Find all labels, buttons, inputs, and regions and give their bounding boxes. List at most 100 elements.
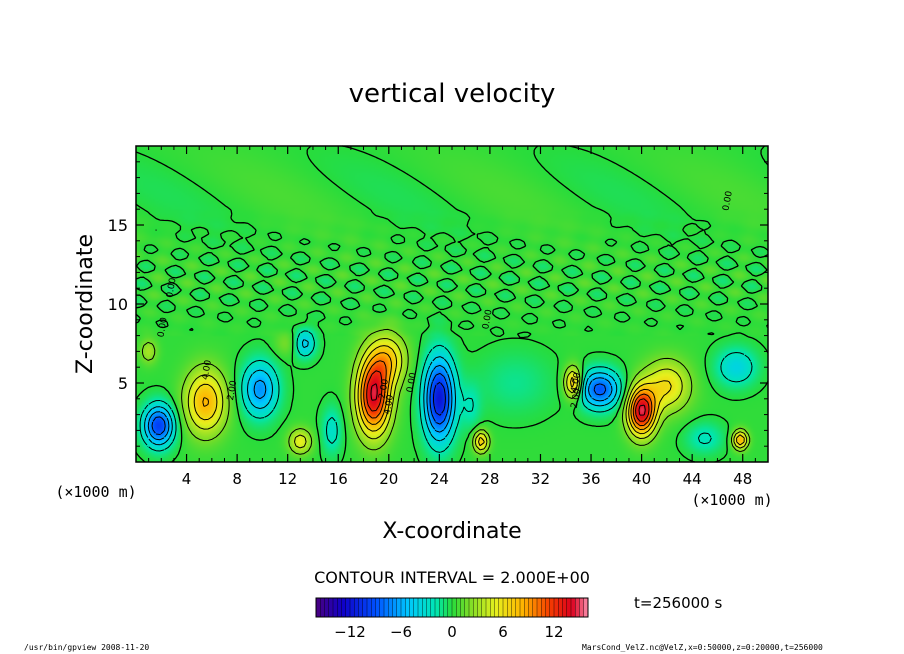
- colorbar-bin: [413, 598, 419, 617]
- contour-level: [370, 383, 646, 416]
- x-tick-label: 44: [683, 470, 702, 488]
- colorbar-bin: [333, 598, 338, 617]
- colorbar-bin: [541, 598, 546, 617]
- colorbar-bin: [362, 598, 368, 617]
- y-tick-label: 15: [108, 216, 128, 235]
- colorbar: [316, 598, 589, 617]
- colorbar-bin: [337, 598, 342, 617]
- colorbar-bin: [537, 598, 542, 617]
- colorbar-bin: [515, 598, 521, 617]
- colorbar-bin: [354, 598, 359, 617]
- colorbar-tick-label: −12: [334, 623, 366, 641]
- colorbar-bin: [350, 598, 355, 617]
- colorbar-bin: [426, 598, 432, 617]
- colorbar-tick-label: 12: [544, 623, 563, 641]
- colorbar-bin: [554, 598, 559, 617]
- contour-label: 4.00: [570, 372, 583, 394]
- colorbar-bin: [566, 598, 572, 617]
- contour-level: [433, 381, 446, 416]
- contour-label: 2.00: [570, 387, 583, 409]
- colorbar-bin: [341, 598, 347, 617]
- colorbar-bin: [520, 598, 525, 617]
- x-unit-left: (×1000 m): [55, 483, 136, 501]
- colorbar-bin: [388, 598, 393, 617]
- x-axis-label: X-coordinate: [382, 519, 521, 544]
- colorbar-bin: [443, 598, 449, 617]
- colorbar-bin: [379, 598, 385, 617]
- colorbar-bin: [473, 598, 478, 617]
- contour-label: 2.00: [378, 378, 391, 400]
- contour-level: [187, 338, 748, 451]
- contour-label: 4.00: [383, 394, 396, 416]
- colorbar-bin: [545, 598, 551, 617]
- colorbar-bin: [528, 598, 534, 617]
- colorbar-bin: [384, 598, 389, 617]
- contour-label: 2.00: [226, 380, 239, 402]
- colorbar-bin: [316, 598, 321, 617]
- x-tick-label: 8: [232, 470, 242, 488]
- contour-label: 0.00: [156, 316, 169, 338]
- colorbar-bin: [571, 598, 576, 617]
- colorbar-bin: [401, 598, 406, 617]
- contour-level: [139, 330, 753, 453]
- colorbar-bin: [405, 598, 410, 617]
- colorbar-bin: [396, 598, 402, 617]
- colorbar-bin: [371, 598, 376, 617]
- contour-level: [135, 145, 769, 463]
- colorbar-bin: [447, 598, 453, 617]
- contour-level: [147, 364, 613, 441]
- contour-level: [151, 372, 607, 435]
- contour-lines: [135, 145, 769, 463]
- y-tick-label: 10: [108, 295, 128, 314]
- colorbar-bin: [464, 598, 470, 617]
- colorbar-frame: [315, 597, 589, 618]
- x-tick-label: 36: [581, 470, 600, 488]
- footer-left: /usr/bin/gpview 2008-11-20: [24, 643, 149, 652]
- colorbar-bin: [392, 598, 398, 617]
- colorbar-bin: [460, 598, 466, 617]
- colorbar-bin: [430, 598, 436, 617]
- x-tick-label: 12: [278, 470, 297, 488]
- colorbar-bin: [375, 598, 381, 617]
- footer-right: MarsCond_VelZ.nc@VelZ,x=0:50000,z=0:2000…: [582, 643, 823, 652]
- colorbar-tick-label: 6: [498, 623, 508, 641]
- colorbar-bin: [507, 598, 512, 617]
- colorbar-bin: [328, 598, 334, 617]
- time-label: t=256000 s: [634, 594, 722, 612]
- colorbar-bin: [452, 598, 457, 617]
- colorbar-bin: [490, 598, 495, 617]
- x-unit-right: (×1000 m): [691, 491, 772, 509]
- colorbar-bin: [498, 598, 504, 617]
- colorbar-bin: [583, 598, 589, 617]
- colorbar-bin: [562, 598, 568, 617]
- contour-level: [366, 370, 650, 422]
- colorbar-bin: [367, 598, 372, 617]
- contour-label: 0.00: [721, 190, 734, 212]
- chart-title: vertical velocity: [349, 79, 556, 109]
- contour-interval-text: CONTOUR INTERVAL = 2.000E+00: [314, 568, 590, 587]
- contour-label: 0.00: [165, 277, 178, 299]
- contour-level: [193, 345, 745, 447]
- x-tick-label: 16: [329, 470, 348, 488]
- colorbar-bin: [575, 598, 580, 617]
- x-tick-label: 24: [430, 470, 449, 488]
- x-tick-label: 4: [182, 470, 192, 488]
- colorbar-bin: [435, 598, 440, 617]
- colorbar-bin: [579, 598, 585, 617]
- colorbar-bin: [469, 598, 474, 617]
- colorbar-bin: [532, 598, 538, 617]
- colorbar-bin: [477, 598, 483, 617]
- contour-label: 4.00: [201, 359, 214, 381]
- x-tick-label: 48: [733, 470, 752, 488]
- contour-level: [202, 352, 656, 430]
- colorbar-tick-label: 0: [447, 623, 457, 641]
- colorbar-bin: [524, 598, 529, 617]
- colorbar-bin: [503, 598, 508, 617]
- contour-label: 0.00: [481, 308, 494, 330]
- x-tick-label: 32: [531, 470, 550, 488]
- y-tick-label: 5: [118, 374, 128, 393]
- colorbar-bin: [320, 598, 325, 617]
- colorbar-ticks: −12 −6 0 6 12: [334, 623, 563, 641]
- colorbar-bin: [358, 598, 364, 617]
